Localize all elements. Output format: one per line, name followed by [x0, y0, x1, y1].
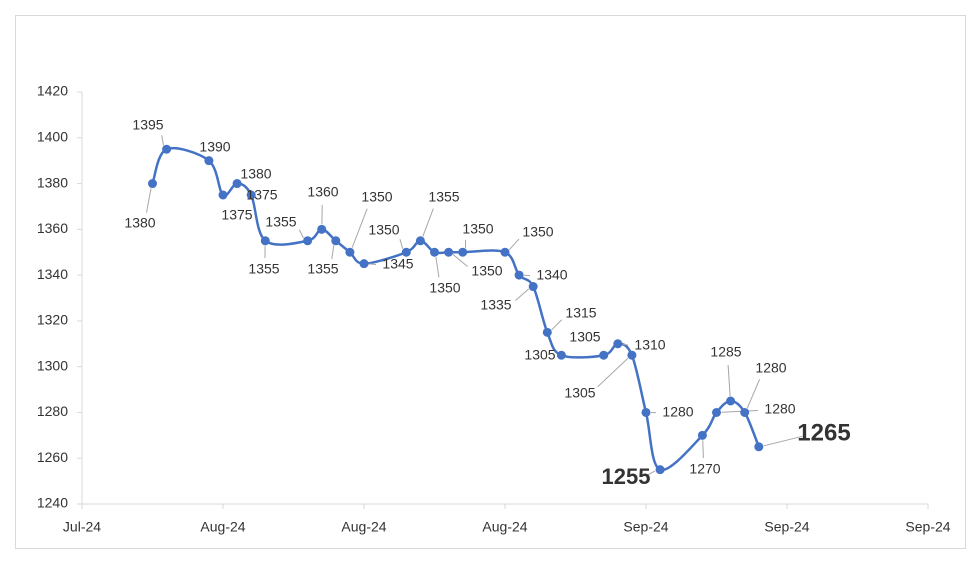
- y-tick-label: 1240: [37, 495, 68, 511]
- point: [642, 408, 651, 417]
- point: [543, 328, 552, 337]
- y-tick-label: 1340: [37, 266, 68, 282]
- x-tick-label: Aug-24: [482, 519, 527, 535]
- data-label: 1280: [662, 404, 693, 420]
- data-label: 1305: [524, 347, 555, 363]
- point: [557, 351, 566, 360]
- y-tick-label: 1280: [37, 403, 68, 419]
- data-label: 1380: [124, 215, 155, 231]
- x-tick-label: Aug-24: [200, 519, 245, 535]
- point: [261, 236, 270, 245]
- y-tick-label: 1380: [37, 174, 68, 190]
- data-label: 1375: [221, 207, 252, 223]
- data-label: 1310: [634, 337, 665, 353]
- point: [219, 191, 228, 200]
- point: [148, 179, 157, 188]
- data-label: 1355: [428, 189, 459, 205]
- data-label: 1345: [382, 256, 413, 272]
- y-tick-label: 1360: [37, 220, 68, 236]
- point: [162, 145, 171, 154]
- point: [360, 259, 369, 268]
- point: [458, 248, 467, 257]
- point: [345, 248, 354, 257]
- data-label: 1395: [132, 117, 163, 133]
- x-tick-label: Sep-24: [905, 519, 950, 535]
- data-label: 1360: [307, 184, 338, 200]
- point: [317, 225, 326, 234]
- point: [613, 339, 622, 348]
- x-tick-label: Aug-24: [341, 519, 386, 535]
- point: [501, 248, 510, 257]
- point: [726, 397, 735, 406]
- data-label: 1270: [689, 461, 720, 477]
- data-label: 1305: [569, 329, 600, 345]
- data-label: 1375: [246, 187, 277, 203]
- y-tick-label: 1300: [37, 357, 68, 373]
- x-tick-label: Sep-24: [623, 519, 668, 535]
- data-label: 1350: [368, 222, 399, 238]
- data-label: 1280: [755, 360, 786, 376]
- data-label: 1265: [797, 419, 850, 446]
- data-label: 1335: [480, 297, 511, 313]
- data-label: 1390: [199, 139, 230, 155]
- data-label: 1350: [462, 221, 493, 237]
- point: [627, 351, 636, 360]
- point: [529, 282, 538, 291]
- point: [402, 248, 411, 257]
- data-label: 1380: [240, 166, 271, 182]
- point: [444, 248, 453, 257]
- data-label: 1305: [564, 385, 595, 401]
- data-label: 1355: [248, 261, 279, 277]
- y-tick-label: 1420: [37, 83, 68, 99]
- data-label: 1350: [471, 263, 502, 279]
- data-label: 1315: [565, 305, 596, 321]
- leader-line: [703, 440, 704, 458]
- point: [204, 156, 213, 165]
- point: [656, 465, 665, 474]
- point: [754, 442, 763, 451]
- y-tick-label: 1320: [37, 312, 68, 328]
- data-label: 1285: [710, 344, 741, 360]
- data-label: 1350: [429, 280, 460, 296]
- point: [698, 431, 707, 440]
- chart-border: [16, 16, 966, 549]
- y-tick-label: 1260: [37, 449, 68, 465]
- data-label: 1255: [602, 464, 651, 489]
- leader-line: [369, 264, 376, 265]
- point: [430, 248, 439, 257]
- point: [331, 236, 340, 245]
- data-label: 1355: [307, 261, 338, 277]
- point: [740, 408, 749, 417]
- y-tick-label: 1400: [37, 128, 68, 144]
- data-label: 1355: [265, 214, 296, 230]
- point: [416, 236, 425, 245]
- x-tick-label: Jul-24: [63, 519, 101, 535]
- data-label: 1350: [522, 224, 553, 240]
- data-label: 1280: [764, 401, 795, 417]
- point: [303, 236, 312, 245]
- data-label: 1350: [361, 189, 392, 205]
- data-label: 1340: [536, 267, 567, 283]
- point: [599, 351, 608, 360]
- point: [712, 408, 721, 417]
- x-tick-label: Sep-24: [764, 519, 809, 535]
- point: [515, 271, 524, 280]
